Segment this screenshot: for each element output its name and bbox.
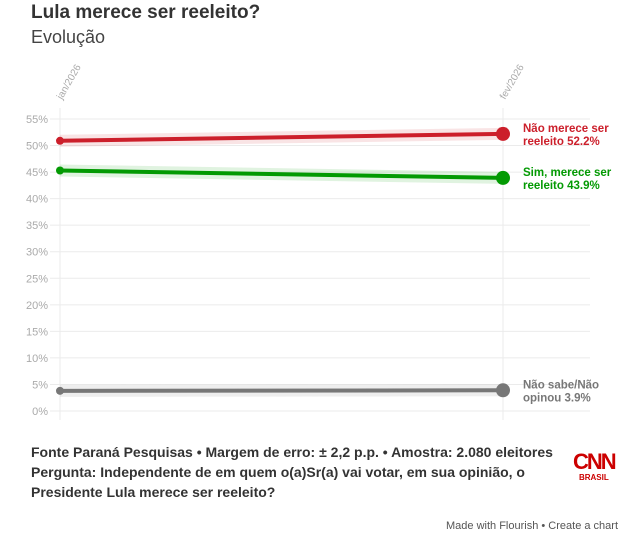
chart-footer: Fonte Paraná Pesquisas • Margem de erro:…: [31, 442, 571, 502]
y-tick-label: 45%: [26, 167, 48, 179]
y-tick-label: 30%: [26, 247, 48, 259]
y-tick-label: 50%: [26, 141, 48, 153]
y-tick-label: 35%: [26, 220, 48, 232]
series-line: [59, 388, 504, 393]
question-note: Pergunta: Independente de em quem o(a)Sr…: [31, 464, 525, 500]
y-tick-label: 55%: [26, 114, 48, 126]
series-label: Não sabe/Não: [523, 379, 599, 391]
data-point: [496, 170, 510, 185]
series-label: Não merece ser: [523, 123, 609, 135]
y-tick-label: 15%: [26, 326, 48, 338]
y-tick-label: 40%: [26, 194, 48, 206]
x-tick-label: fev/2026: [498, 62, 527, 101]
y-tick-label: 20%: [26, 300, 48, 312]
create-chart-link[interactable]: Create a chart: [548, 520, 618, 532]
flourish-credit: Made with Flourish • Create a chart: [446, 520, 618, 532]
series-label: opinou 3.9%: [523, 392, 591, 404]
series-label: reeleito 43.9%: [523, 180, 600, 192]
data-point: [56, 136, 64, 145]
data-point: [496, 126, 510, 141]
y-tick-label: 0%: [32, 406, 48, 418]
series-line: [59, 131, 504, 143]
data-point: [496, 383, 510, 398]
data-point: [56, 166, 64, 175]
series-label: reeleito 52.2%: [523, 136, 600, 148]
x-tick-label: jan/2026: [55, 62, 84, 102]
chart-title: Lula merece ser reeleito?: [31, 2, 261, 23]
series-line: [59, 168, 504, 180]
cnn-brasil-logo: CNN BRASIL: [573, 449, 617, 483]
source-note: Fonte Paraná Pesquisas • Margem de erro:…: [31, 444, 553, 460]
y-tick-label: 5%: [32, 379, 48, 391]
series-label: Sim, merece ser: [523, 167, 612, 179]
y-tick-label: 10%: [26, 353, 48, 365]
data-point: [56, 386, 64, 395]
y-tick-label: 25%: [26, 273, 48, 285]
chart-subtitle: Evolução: [31, 27, 106, 47]
line-chart: 0% 5% 10% 15% 20% 25% 30% 35% 40% 45% 50% 55% jan/20…: [26, 62, 612, 420]
made-with-flourish-link[interactable]: Made with Flourish: [446, 520, 539, 532]
